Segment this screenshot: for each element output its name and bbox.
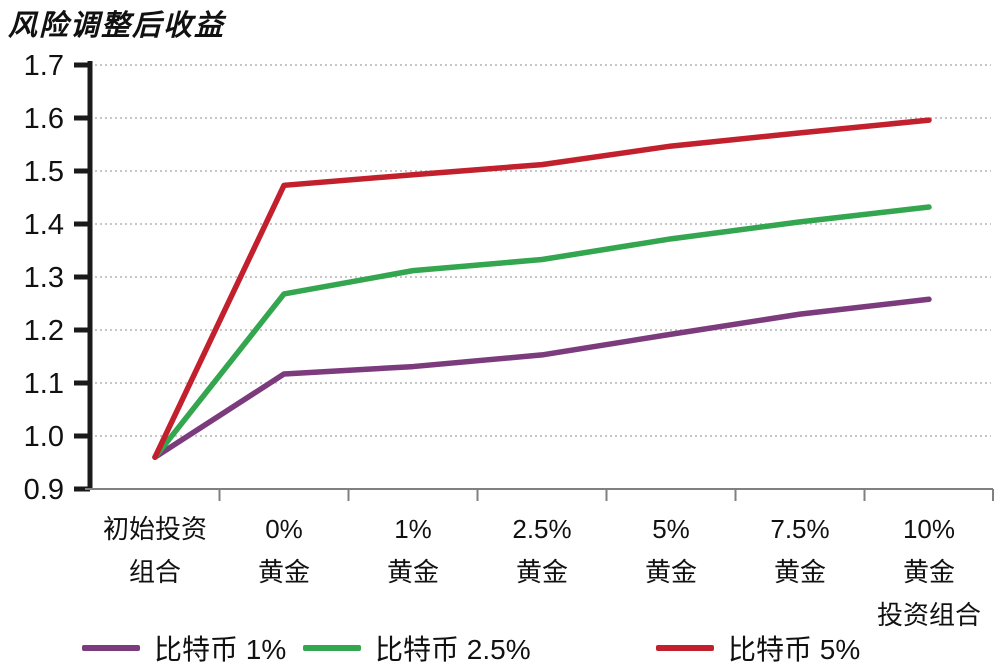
x-category-label: 初始投资 xyxy=(103,514,207,544)
x-category-label: 10% xyxy=(903,514,955,544)
legend-swatch-green xyxy=(303,645,361,651)
y-tick-label: 1.4 xyxy=(24,209,64,241)
x-category-label: 黄金 xyxy=(387,557,439,587)
x-category-label: 黄金 xyxy=(903,557,955,587)
chart-title: 风险调整后收益 xyxy=(8,10,226,42)
legend-item-bitcoin-5pct: 比特币 5% xyxy=(656,628,860,668)
legend-item-bitcoin-1pct: 比特币 1% xyxy=(82,628,286,668)
y-tick-label: 1.2 xyxy=(24,315,64,347)
series-line-2 xyxy=(152,204,932,460)
legend-swatch-red xyxy=(656,645,714,651)
x-category-label: 黄金 xyxy=(258,557,310,587)
series-line-1 xyxy=(152,296,932,460)
legend-swatch-purple xyxy=(82,645,140,651)
legend: 比特币 1% 比特币 2.5% 比特币 5% xyxy=(0,628,1000,669)
x-category-label: 黄金 xyxy=(516,557,568,587)
y-tick-label: 1.3 xyxy=(24,262,64,294)
legend-label: 比特币 1% xyxy=(154,634,287,665)
legend-item-bitcoin-2-5pct: 比特币 2.5% xyxy=(303,628,531,668)
y-tick-label: 0.9 xyxy=(24,474,64,506)
x-category-label: 1% xyxy=(394,514,432,544)
y-tick-label: 1.0 xyxy=(24,421,64,453)
x-category-label: 5% xyxy=(652,514,690,544)
y-tick-label: 1.7 xyxy=(24,50,64,82)
y-tick-label: 1.5 xyxy=(24,156,64,188)
x-category-label: 组合 xyxy=(129,557,181,587)
x-category-label: 7.5% xyxy=(770,514,829,544)
series-line-3 xyxy=(152,117,932,460)
x-category-label: 黄金 xyxy=(645,557,697,587)
y-tick-label: 1.1 xyxy=(24,368,64,400)
legend-label: 比特币 5% xyxy=(728,634,861,665)
x-category-label: 投资组合 xyxy=(877,600,981,628)
x-category-label: 黄金 xyxy=(774,557,826,587)
x-category-label: 2.5% xyxy=(512,514,571,544)
x-category-label: 0% xyxy=(265,514,303,544)
y-tick-label: 1.6 xyxy=(24,103,64,135)
legend-label: 比特币 2.5% xyxy=(375,634,531,665)
